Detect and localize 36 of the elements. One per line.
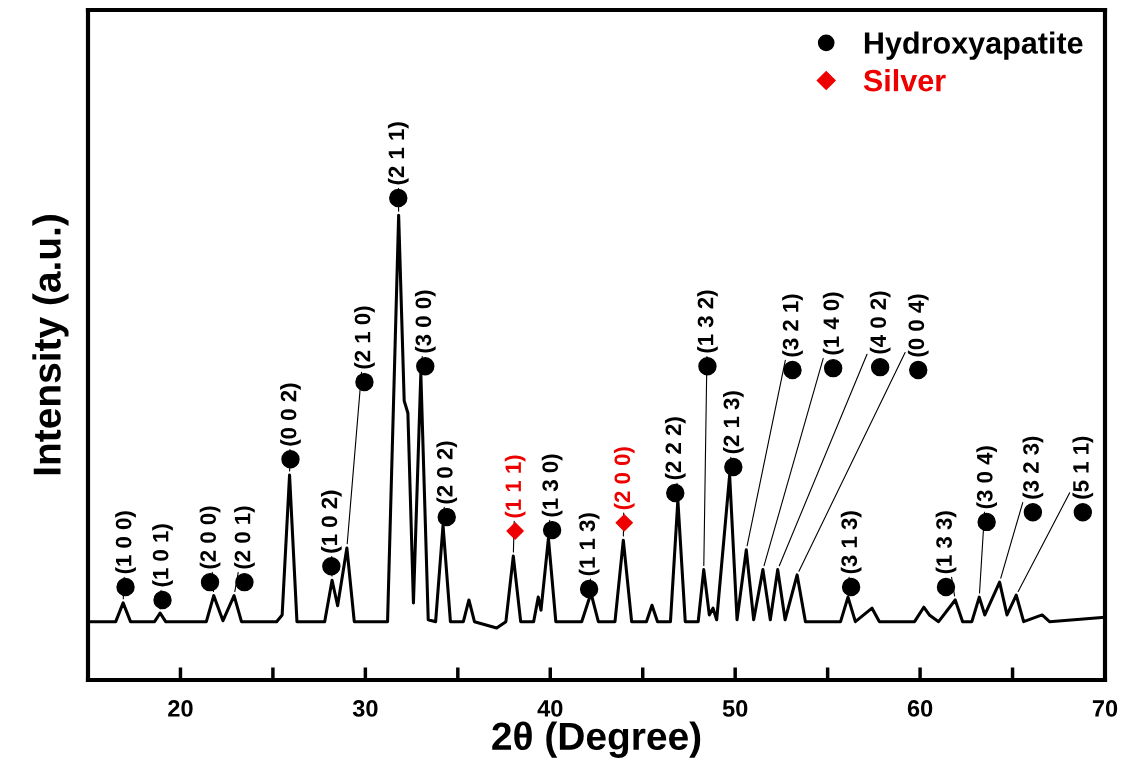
- annotation: (1 0 2): [320, 490, 342, 553]
- x-tick-label: 70: [1092, 700, 1118, 717]
- annotation: (2 1 0): [354, 306, 375, 369]
- x-tick-label: 20: [168, 700, 193, 717]
- annotation: (3 0 0): [414, 290, 436, 353]
- annotation: (2 0 1): [234, 506, 255, 569]
- annotation: (2 0 2): [436, 441, 458, 504]
- annotation: (2 0 0): [613, 447, 635, 510]
- annotation: (1 3 2): [697, 290, 718, 353]
- annotation: (2 1 3): [722, 391, 744, 454]
- y-axis-title: Intensity (a.u.): [32, 215, 69, 475]
- x-tick-label: 50: [722, 700, 748, 717]
- annotation: (1 4 0): [822, 292, 844, 355]
- annotation: (5 1 1): [1072, 436, 1094, 499]
- annotation: (0 0 4): [907, 294, 929, 357]
- x-tick-label: 40: [537, 700, 563, 717]
- annotation: (2 1 1): [387, 122, 409, 185]
- annotation: (3 2 3): [1022, 436, 1044, 499]
- legend-label: Silver: [863, 69, 946, 92]
- annotation: (2 0 0): [199, 506, 221, 569]
- annotation: (1 3 0): [541, 454, 563, 517]
- annotation: (1 1 1): [504, 455, 526, 518]
- x-tick-label: 30: [352, 700, 378, 717]
- annotation: (1 1 3): [578, 513, 600, 576]
- annotation: (1 0 0): [115, 511, 136, 574]
- x-axis-title: 2θ (Degree): [492, 721, 701, 758]
- annotation: (2 2 2): [664, 417, 686, 480]
- annotation: (3 1 3): [840, 511, 862, 574]
- legend-label: Hydroxyapatite: [864, 31, 1083, 60]
- annotation: (1 0 1): [152, 524, 173, 587]
- x-tick-label: 60: [907, 700, 933, 717]
- annotation: (4 0 2): [869, 291, 891, 354]
- annotation: (3 0 4): [976, 446, 998, 509]
- annotation: (3 2 1): [782, 294, 803, 357]
- annotation: (0 0 2): [280, 383, 301, 446]
- annotation: (1 3 3): [935, 511, 957, 574]
